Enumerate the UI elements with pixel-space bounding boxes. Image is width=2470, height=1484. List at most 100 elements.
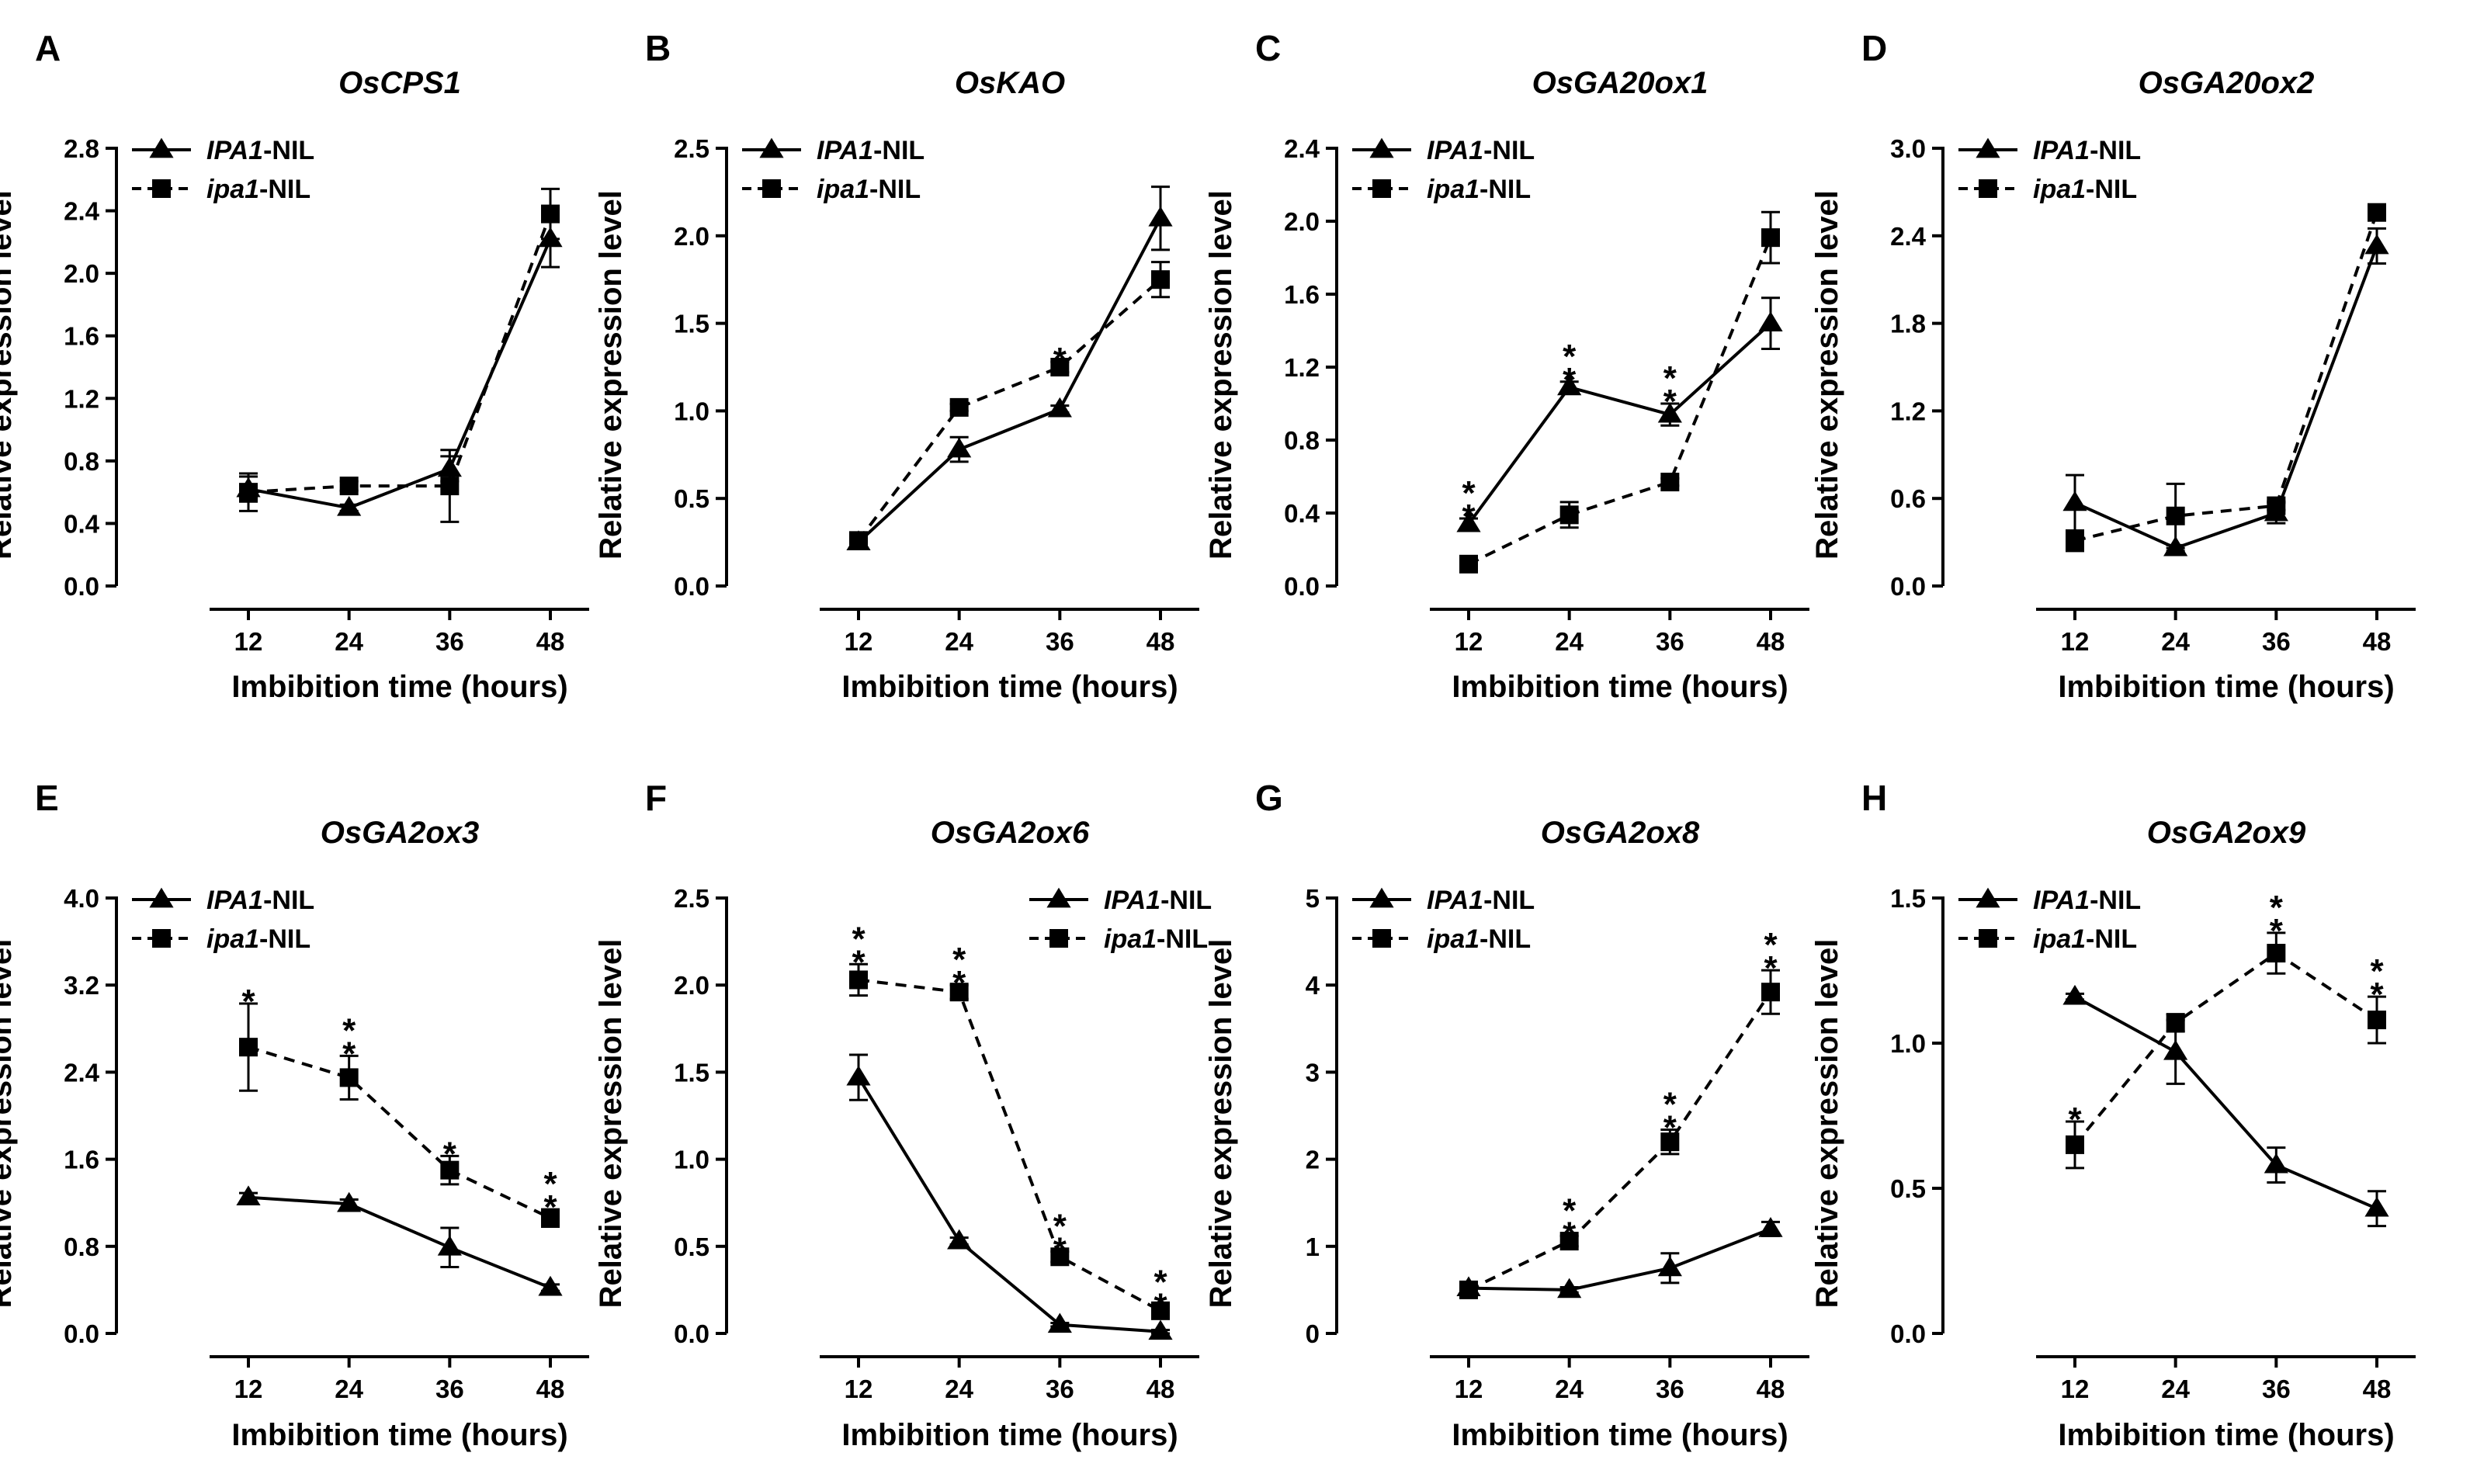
legend-entry: IPA1-NIL: [1352, 886, 1535, 915]
x-tick-label: 48: [2363, 1375, 2392, 1403]
x-tick-label: 48: [1147, 627, 1175, 656]
y-tick-label: 0.4: [1284, 499, 1320, 528]
legend-label-italic: IPA1: [1427, 886, 1483, 915]
legend-marker-triangle: [1046, 887, 1071, 908]
y-tick-label: 0.0: [64, 572, 99, 601]
y-axis-title: Relative expression level: [1204, 190, 1238, 560]
legend-label-italic: ipa1: [206, 175, 259, 204]
series-ipa1-lower: [2066, 203, 2386, 553]
legend-marker-square: [762, 179, 781, 198]
legend-entry: ipa1-NIL: [742, 175, 921, 204]
y-tick-label: 0.8: [1284, 426, 1320, 455]
x-axis-title: Imbibition time (hours): [231, 670, 567, 704]
data-point-triangle: [846, 1065, 871, 1086]
series-line: [248, 238, 552, 510]
significance-star: *: [443, 1135, 457, 1173]
legend-label-suffix: -NIL: [2090, 136, 2141, 165]
series-line: [2074, 995, 2378, 1211]
legend-label: IPA1-NIL: [206, 136, 314, 165]
series-ipa1-upper: [1456, 1217, 1783, 1298]
x-tick-label: 36: [1656, 627, 1684, 656]
data-point-triangle: [1148, 1319, 1173, 1340]
data-point-triangle: [1047, 1312, 1072, 1333]
y-tick-label: 3: [1306, 1058, 1320, 1087]
legend-marker-triangle: [149, 137, 174, 158]
significance-star: *: [342, 1011, 356, 1049]
x-tick-label: 48: [2363, 627, 2392, 656]
x-axis-title: Imbibition time (hours): [841, 1418, 1178, 1452]
x-axis-title: Imbibition time (hours): [231, 1418, 567, 1452]
y-axis-title: Relative expression level: [0, 939, 18, 1309]
y-tick-label: 2.4: [64, 1058, 100, 1087]
series-ipa1-upper: [846, 1053, 1173, 1340]
legend-label-italic: ipa1: [2033, 175, 2086, 204]
significance-star: *: [2068, 1101, 2082, 1139]
series-ipa1-upper: [236, 210, 563, 516]
significance-star: *: [2270, 889, 2284, 927]
x-axis-title: Imbibition time (hours): [2058, 670, 2394, 704]
data-point-triangle: [1758, 311, 1783, 331]
legend-entry: IPA1-NIL: [742, 136, 925, 165]
y-tick-label: 1.0: [674, 397, 709, 425]
x-tick-label: 24: [945, 1375, 973, 1403]
significance-star: *: [1053, 1208, 1067, 1246]
x-tick-label: 12: [2061, 627, 2090, 656]
significance-star: *: [2270, 912, 2284, 950]
legend-label-italic: IPA1: [1427, 136, 1483, 165]
y-tick-label: 2.5: [674, 884, 709, 913]
legend-label-suffix: -NIL: [873, 136, 925, 165]
legend-label-suffix: -NIL: [259, 924, 310, 954]
data-point-triangle: [947, 437, 972, 458]
data-point-triangle: [1047, 397, 1072, 418]
data-point-square: [541, 1208, 560, 1228]
data-point-triangle: [1557, 1278, 1582, 1298]
significance-star: *: [342, 1035, 356, 1073]
y-tick-label: 0.0: [64, 1319, 99, 1348]
legend-marker-square: [1372, 179, 1391, 198]
y-tick-label: 0.5: [674, 1233, 709, 1261]
panel-letter: G: [1255, 778, 1283, 818]
legend-label-suffix: -NIL: [869, 175, 921, 204]
data-point-square: [440, 477, 460, 496]
legend-label-italic: IPA1: [2033, 886, 2090, 915]
y-tick-label: 2.0: [674, 222, 709, 251]
panel-d: D OsGA20ox2 0.0 0.6 1.2 1.8 2.4 3.0 Relative exp…: [1810, 28, 2416, 704]
legend-label-suffix: -NIL: [259, 175, 310, 204]
legend-label: ipa1-NIL: [2033, 924, 2137, 954]
series-line: [2074, 212, 2378, 543]
legend-entry: IPA1-NIL: [1958, 886, 2141, 915]
panel-b: B OsKAO 0.0 0.5 1.0 1.5 2.0 2.5 Relative express…: [594, 28, 1199, 704]
series-ipa1-upper: **** **: [1456, 296, 1783, 536]
x-tick-label: 36: [2262, 627, 2291, 656]
legend-label: IPA1-NIL: [2033, 136, 2141, 165]
legend-label: ipa1-NIL: [206, 175, 310, 204]
significance-star: *: [852, 943, 866, 981]
data-point-square: [440, 1160, 460, 1180]
legend-label: ipa1-NIL: [2033, 175, 2137, 204]
legend-entry: ipa1-NIL: [1352, 924, 1531, 954]
x-tick-label: 12: [1455, 627, 1483, 656]
legend-entry: ipa1-NIL: [1029, 924, 1208, 954]
y-tick-label: 0.8: [64, 447, 99, 476]
data-point-square: [1761, 983, 1780, 1002]
chart-title: OsGA2ox9: [2147, 816, 2306, 850]
series-line: [2073, 951, 2378, 1146]
legend-label: ipa1-NIL: [1427, 175, 1531, 204]
x-tick-label: 24: [2161, 627, 2190, 656]
panel-letter: E: [35, 778, 59, 818]
significance-star: *: [1053, 1231, 1067, 1269]
data-point-square: [239, 483, 258, 502]
series-ipa1-upper: [2062, 227, 2389, 556]
data-point-triangle: [236, 1185, 261, 1206]
significance-star: *: [1153, 1286, 1167, 1324]
y-tick-label: 1.6: [64, 1146, 99, 1174]
panel-letter: H: [1861, 778, 1887, 818]
y-tick-label: 2.0: [64, 259, 99, 288]
data-point-square: [2368, 1011, 2386, 1030]
data-point-square: [1559, 505, 1579, 525]
legend-label-italic: IPA1: [1104, 886, 1160, 915]
legend-entry: ipa1-NIL: [1352, 175, 1531, 204]
legend-entry: ipa1-NIL: [1958, 924, 2137, 954]
legend-label-italic: ipa1: [1427, 924, 1480, 954]
